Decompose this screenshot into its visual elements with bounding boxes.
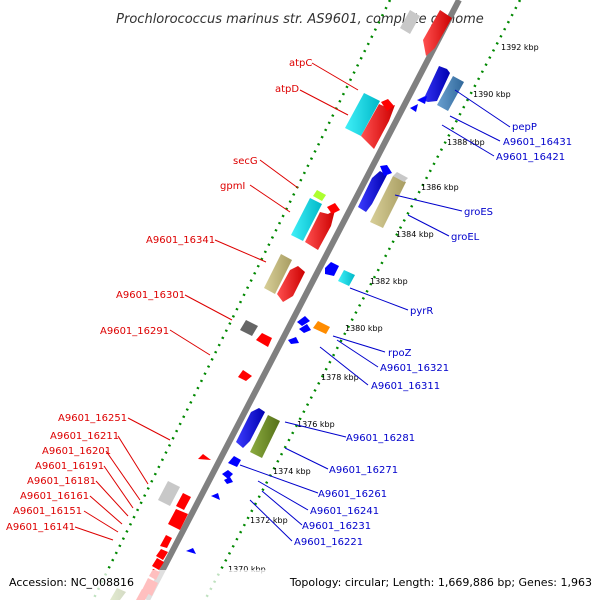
gene-reverse-16231[interactable] bbox=[224, 477, 233, 484]
right-gene-labels bbox=[239, 89, 511, 542]
label-a9601-16341[interactable]: A9601_16341 bbox=[146, 235, 215, 246]
gene-steel-16431[interactable] bbox=[437, 76, 464, 111]
tick-label: 1384 kbp bbox=[396, 230, 434, 239]
gene-rna-gpmi[interactable] bbox=[291, 198, 322, 241]
label-a9601-16431[interactable]: A9601_16431 bbox=[503, 137, 572, 148]
gene-khaki-16341[interactable] bbox=[264, 254, 292, 294]
label-rpoz[interactable]: rpoZ bbox=[388, 348, 412, 359]
label-a9601-16261[interactable]: A9601_16261 bbox=[318, 489, 387, 500]
label-a9601-16251[interactable]: A9601_16251 bbox=[58, 413, 127, 424]
gene-forward-16211[interactable] bbox=[168, 509, 188, 530]
label-a9601-16291[interactable]: A9601_16291 bbox=[100, 326, 169, 337]
tick-label: 1386 kbp bbox=[421, 183, 459, 192]
outer-dotted-ring bbox=[203, 0, 522, 600]
tick-label: 1378 kbp bbox=[321, 373, 359, 382]
label-a9601-16151[interactable]: A9601_16151 bbox=[13, 506, 82, 517]
label-a9601-16211[interactable]: A9601_16211 bbox=[50, 431, 119, 442]
label-atpd[interactable]: atpD bbox=[275, 84, 299, 95]
gene-forward-16291[interactable] bbox=[256, 333, 272, 347]
label-a9601-16271[interactable]: A9601_16271 bbox=[329, 465, 398, 476]
label-a9601-16241[interactable]: A9601_16241 bbox=[310, 506, 379, 517]
gene-forward-16191[interactable] bbox=[160, 535, 172, 548]
tick-label: 1392 kbp bbox=[501, 43, 539, 52]
gene-reverse-16421[interactable] bbox=[417, 96, 427, 104]
gene-cyan-pyrr[interactable] bbox=[338, 270, 355, 286]
gene-reverse-small-top[interactable] bbox=[410, 104, 418, 112]
gene-khaki-groel[interactable] bbox=[370, 176, 406, 228]
gene-forward-top[interactable] bbox=[423, 10, 452, 56]
topology-text: Topology: circular; Length: 1,669,886 bp… bbox=[289, 576, 592, 589]
label-secg[interactable]: secG bbox=[233, 156, 258, 167]
gene-reverse-16221[interactable] bbox=[211, 493, 220, 500]
label-a9601-16141[interactable]: A9601_16141 bbox=[6, 522, 75, 533]
gene-reverse-pyrr[interactable] bbox=[325, 262, 339, 276]
footer-background bbox=[0, 570, 600, 600]
gene-dark-gray-16301[interactable] bbox=[240, 320, 258, 336]
right-gene-label-text: pepP A9601_16431 A9601_16421 groES groEL… bbox=[294, 122, 572, 548]
label-a9601-16421[interactable]: A9601_16421 bbox=[496, 152, 565, 163]
gene-forward-16181[interactable] bbox=[156, 549, 168, 560]
tick-label: 1390 kbp bbox=[473, 90, 511, 99]
tick-label: 1376 kbp bbox=[297, 420, 335, 429]
gene-rna-atpc[interactable] bbox=[345, 93, 380, 136]
gene-reverse-16281[interactable] bbox=[236, 408, 265, 448]
label-a9601-16301[interactable]: A9601_16301 bbox=[116, 290, 185, 301]
gene-forward-small-4[interactable] bbox=[198, 454, 211, 460]
tick-label: 1380 kbp bbox=[345, 324, 383, 333]
forward-strand-genes bbox=[110, 10, 452, 600]
gene-forward-secg[interactable] bbox=[305, 210, 335, 250]
gene-reverse-16241[interactable] bbox=[222, 470, 233, 479]
label-atpc[interactable]: atpC bbox=[289, 58, 312, 69]
genome-backbone bbox=[144, 0, 462, 600]
gene-reverse-16311[interactable] bbox=[299, 324, 311, 333]
label-groel[interactable]: groEL bbox=[451, 232, 480, 243]
gene-olive-16271[interactable] bbox=[250, 415, 280, 458]
accession-text: Accession: NC_008816 bbox=[9, 576, 134, 589]
label-a9601-16181[interactable]: A9601_16181 bbox=[27, 476, 96, 487]
gene-forward-16161[interactable] bbox=[152, 558, 164, 570]
label-a9601-16201[interactable]: A9601_16201 bbox=[42, 446, 111, 457]
label-a9601-16321[interactable]: A9601_16321 bbox=[380, 363, 449, 374]
gene-reverse-small-groes[interactable] bbox=[380, 165, 392, 176]
gene-atpd[interactable] bbox=[361, 104, 395, 149]
left-gene-label-text: atpC atpD secG gpmI A9601_16341 A9601_16… bbox=[6, 58, 312, 533]
gene-reverse-groes[interactable] bbox=[358, 171, 387, 212]
label-a9601-16161[interactable]: A9601_16161 bbox=[20, 491, 89, 502]
label-a9601-16281[interactable]: A9601_16281 bbox=[346, 433, 415, 444]
gene-forward-small-3[interactable] bbox=[238, 370, 252, 381]
map-title: Prochlorococcus marinus str. AS9601, com… bbox=[116, 12, 484, 27]
gene-forward-small-1[interactable] bbox=[381, 99, 394, 111]
tick-label: 1370 kbp bbox=[228, 565, 266, 574]
label-pepp[interactable]: pepP bbox=[512, 122, 537, 133]
gene-reverse-16321[interactable] bbox=[297, 316, 310, 326]
gene-light-gray-16251[interactable] bbox=[158, 481, 180, 506]
gene-light-gray-groel[interactable] bbox=[393, 172, 408, 182]
label-a9601-16231[interactable]: A9601_16231 bbox=[302, 521, 371, 532]
gene-secg[interactable] bbox=[313, 190, 326, 201]
gene-orange-rpoz[interactable] bbox=[313, 321, 330, 334]
tick-label: 1372 kbp bbox=[250, 516, 288, 525]
tick-label: 1388 kbp bbox=[447, 138, 485, 147]
gene-light-gray-top[interactable] bbox=[400, 10, 420, 34]
label-pyrr[interactable]: pyrR bbox=[410, 306, 433, 317]
gene-reverse-bottom[interactable] bbox=[186, 548, 196, 554]
label-gpmi[interactable]: gpmI bbox=[220, 181, 245, 192]
kbp-ticks: 1392 kbp 1390 kbp 1388 kbp 1386 kbp 1384… bbox=[228, 43, 539, 574]
gene-reverse-small-5[interactable] bbox=[288, 337, 299, 344]
label-a9601-16191[interactable]: A9601_16191 bbox=[35, 461, 104, 472]
label-groes[interactable]: groES bbox=[464, 207, 493, 218]
gene-forward-16201[interactable] bbox=[176, 493, 191, 510]
label-a9601-16221[interactable]: A9601_16221 bbox=[294, 537, 363, 548]
gene-forward-16341[interactable] bbox=[277, 266, 305, 302]
left-gene-labels bbox=[74, 62, 359, 541]
label-a9601-16311[interactable]: A9601_16311 bbox=[371, 381, 440, 392]
reverse-strand-genes bbox=[186, 66, 464, 554]
gene-reverse-pepp[interactable] bbox=[419, 66, 450, 102]
tick-label: 1382 kbp bbox=[370, 277, 408, 286]
gene-forward-small-2[interactable] bbox=[327, 203, 340, 214]
gene-reverse-16261[interactable] bbox=[228, 456, 241, 467]
tick-label: 1374 kbp bbox=[273, 467, 311, 476]
